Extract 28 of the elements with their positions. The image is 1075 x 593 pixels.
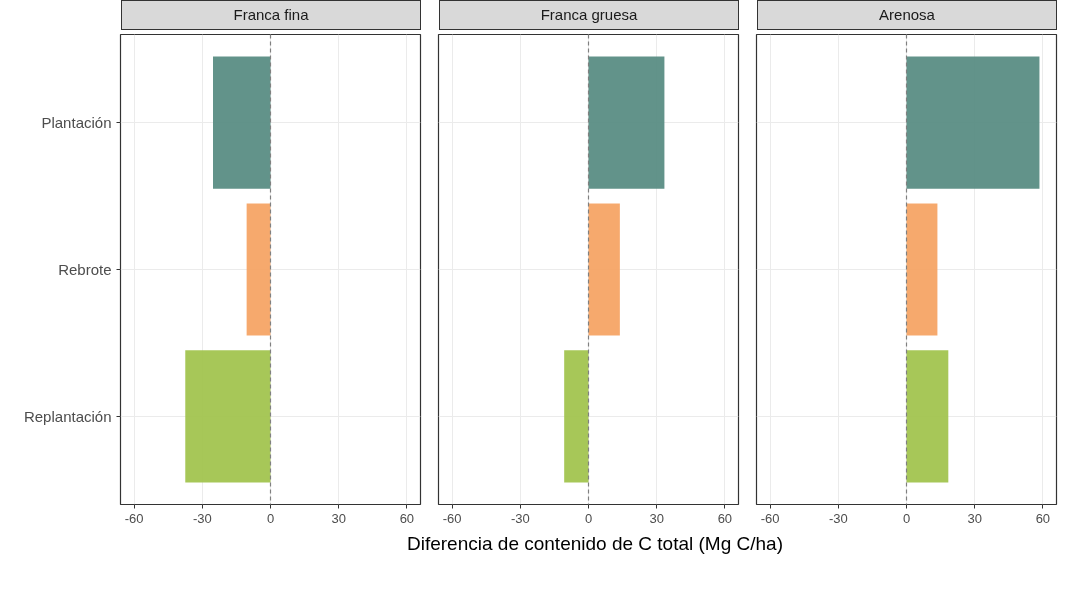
- bar: [906, 56, 1040, 189]
- x-tick-label: -60: [124, 510, 144, 526]
- bar: [588, 56, 665, 189]
- x-tick-label: -30: [828, 510, 848, 526]
- y-tick-label: Rebrote: [58, 261, 112, 278]
- x-tick-label: 0: [584, 510, 593, 526]
- bar: [906, 350, 949, 483]
- x-tick-label: 60: [717, 510, 733, 526]
- y-tick-label: Replantación: [23, 407, 112, 425]
- x-tick-label: -60: [442, 510, 462, 526]
- x-tick-label: -30: [510, 510, 530, 526]
- chart-title: Franca fina: [233, 5, 309, 25]
- x-tick-label: 0: [902, 510, 911, 526]
- x-axis-title: Diferencia de contenido de C total (Mg C/ha): [407, 532, 783, 556]
- chart-title: Arenosa: [879, 5, 935, 25]
- chart-title: Franca gruesa: [540, 5, 638, 25]
- x-tick-label: 60: [399, 510, 415, 526]
- x-tick-label: 30: [967, 510, 982, 526]
- x-tick-label: -30: [192, 510, 212, 526]
- bar: [564, 350, 589, 483]
- bar: [906, 203, 938, 336]
- x-tick-label: 30: [331, 510, 346, 526]
- x-tick-label: 0: [266, 510, 275, 526]
- x-tick-label: 30: [649, 510, 664, 526]
- y-tick-label: Plantación: [41, 114, 112, 132]
- x-tick-label: 60: [1035, 510, 1051, 526]
- bar: [588, 203, 620, 336]
- x-tick-label: -60: [760, 510, 780, 526]
